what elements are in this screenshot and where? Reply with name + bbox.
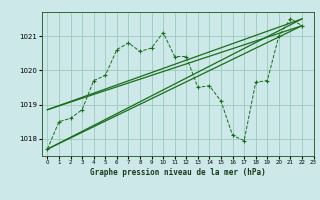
X-axis label: Graphe pression niveau de la mer (hPa): Graphe pression niveau de la mer (hPa) [90,168,266,177]
